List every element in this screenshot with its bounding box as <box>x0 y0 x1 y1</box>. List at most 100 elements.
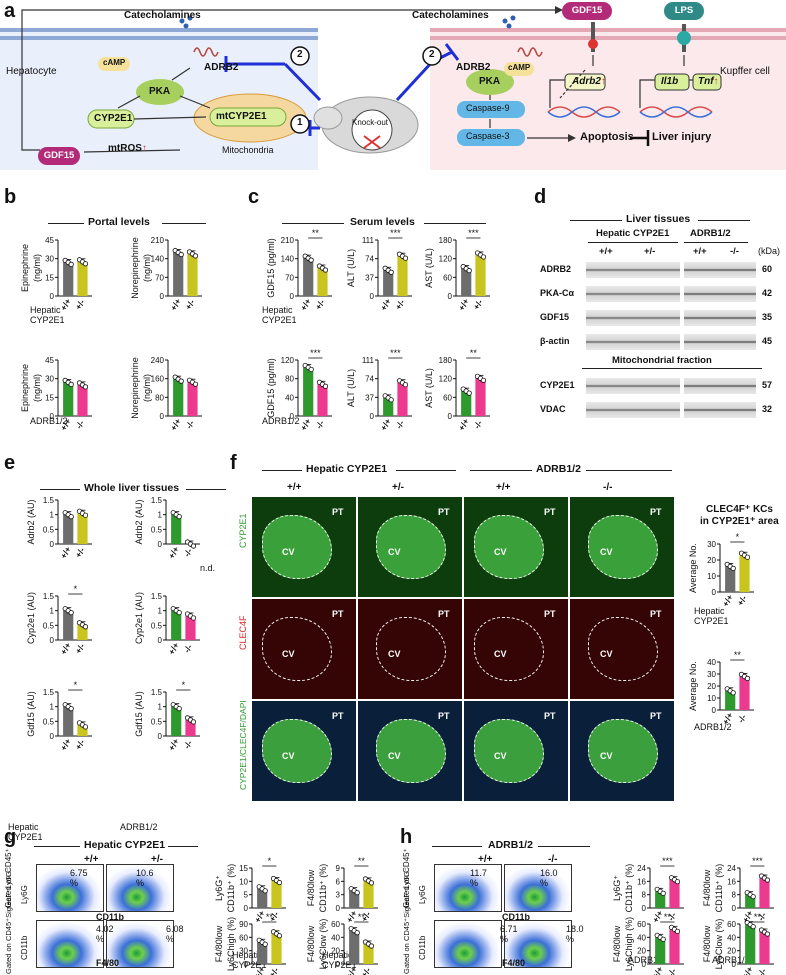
bar <box>725 566 736 592</box>
data-point <box>365 941 372 947</box>
y-tick-label: 74 <box>365 255 374 264</box>
y-tick-label: 30 <box>45 255 54 264</box>
category-label: -/- <box>184 418 197 430</box>
bar <box>185 615 196 640</box>
title-rule <box>186 489 226 490</box>
significance-label: * <box>736 532 740 542</box>
data-point <box>65 259 71 265</box>
cyp2e1-area <box>474 719 544 783</box>
western-blot-top: ADRB2 60 PKA-Cα 42 GDF15 35 β-actin 45 <box>540 260 786 360</box>
data-point <box>354 930 360 936</box>
data-point <box>192 253 199 259</box>
data-point <box>184 715 191 721</box>
data-point <box>62 257 68 263</box>
y-tick-label: 20 <box>707 556 716 565</box>
significance-label: ** <box>734 650 742 660</box>
category-label: +/- <box>73 737 87 751</box>
significance-label: * <box>74 584 78 594</box>
data-point <box>76 720 83 726</box>
h-pct-3: 6.71% <box>500 924 518 944</box>
y-tick-label: 1.5 <box>151 496 163 505</box>
y-tick-label: 6 <box>336 877 341 886</box>
y-tick-label: 37 <box>365 393 374 402</box>
y-tick-label: 0 <box>642 904 647 913</box>
bar <box>475 254 486 296</box>
data-point <box>302 362 308 369</box>
data-point <box>79 382 86 388</box>
cyp2e1-area <box>588 617 658 681</box>
y-tick-label: 15 <box>239 864 248 873</box>
h-col-ko: -/- <box>548 854 558 865</box>
data-point <box>322 383 329 389</box>
data-point <box>276 933 283 939</box>
category-label: +/+ <box>740 909 755 925</box>
data-point <box>727 688 733 694</box>
data-point <box>65 608 71 614</box>
f-group-2: ADRB1/2 <box>536 463 581 475</box>
data-point <box>176 514 182 520</box>
h-pct-2: 16.0% <box>540 868 558 888</box>
blot-protein-label: ADRB2 <box>540 264 572 274</box>
bar <box>669 929 680 964</box>
data-point <box>764 877 771 883</box>
data-point <box>480 254 487 260</box>
y-tick-label: 140 <box>151 255 165 264</box>
y-tick-label: 60 <box>239 933 248 942</box>
y-tick-label: 90 <box>239 920 248 929</box>
liver-injury-label: Liver injury <box>652 131 712 143</box>
data-point <box>79 259 86 265</box>
adrb2-right: ADRB2 <box>456 62 491 73</box>
y-tick-label: 111 <box>362 236 375 245</box>
micrograph-tile: CV PT <box>252 701 356 801</box>
data-point <box>270 875 277 882</box>
micrograph-tile: CV PT <box>464 599 568 699</box>
apoptosis-label: Apoptosis <box>580 131 634 143</box>
flow-plots-h <box>416 864 606 975</box>
y-tick-label: 80 <box>285 375 294 384</box>
cyp2e1-area <box>588 719 658 783</box>
micrograph-tile: CV PT <box>570 701 674 801</box>
significance-label: ** <box>266 912 274 922</box>
hepatocyte-label: Hepatocyte <box>6 66 57 77</box>
y-axis-label: F4/80low <box>306 869 316 906</box>
circle-2-left: 2 <box>297 49 303 60</box>
cyp2e1-area <box>474 617 544 681</box>
cv-label: CV <box>282 751 295 761</box>
pt-label: PT <box>650 507 662 517</box>
data-point <box>747 892 753 898</box>
y-axis-label: CD11b⁺ (%) <box>318 864 328 913</box>
g-yaxis-ly6g: Ly6G <box>20 885 29 904</box>
title-rule <box>432 846 482 847</box>
y-tick-label: 1 <box>50 703 55 712</box>
bar <box>303 258 314 296</box>
data-point <box>758 927 765 933</box>
data-point <box>262 888 268 894</box>
pt-label: PT <box>544 711 556 721</box>
bar <box>77 624 88 640</box>
data-point <box>256 884 262 890</box>
category-label: -/- <box>74 418 87 430</box>
data-point <box>671 926 678 932</box>
category-label: +/- <box>73 297 87 311</box>
category-label: +/- <box>471 297 485 311</box>
d-lane-g2-ko: -/- <box>730 246 739 257</box>
blot-row: GDF15 35 <box>540 308 786 328</box>
g-rowlabel-2b: CYP2E1 <box>322 960 357 970</box>
data-point <box>76 380 83 386</box>
data-point <box>319 265 326 271</box>
h-pct-1: 11.7% <box>470 868 487 888</box>
flow-cytometry-plot <box>504 920 572 968</box>
blot-strip <box>586 402 680 418</box>
knockout-label: Knock-out <box>352 118 389 127</box>
micrograph-tile: CV PT <box>464 497 568 597</box>
data-point <box>474 373 481 379</box>
bar <box>739 676 750 710</box>
title-rule <box>40 489 80 490</box>
data-point <box>674 928 681 934</box>
significance-label: ** <box>312 228 320 238</box>
data-point <box>477 252 484 258</box>
blot-protein-label: PKA-Cα <box>540 288 575 298</box>
blot-strip <box>684 334 756 350</box>
title-rule <box>168 846 198 847</box>
category-label: -/- <box>394 418 407 430</box>
